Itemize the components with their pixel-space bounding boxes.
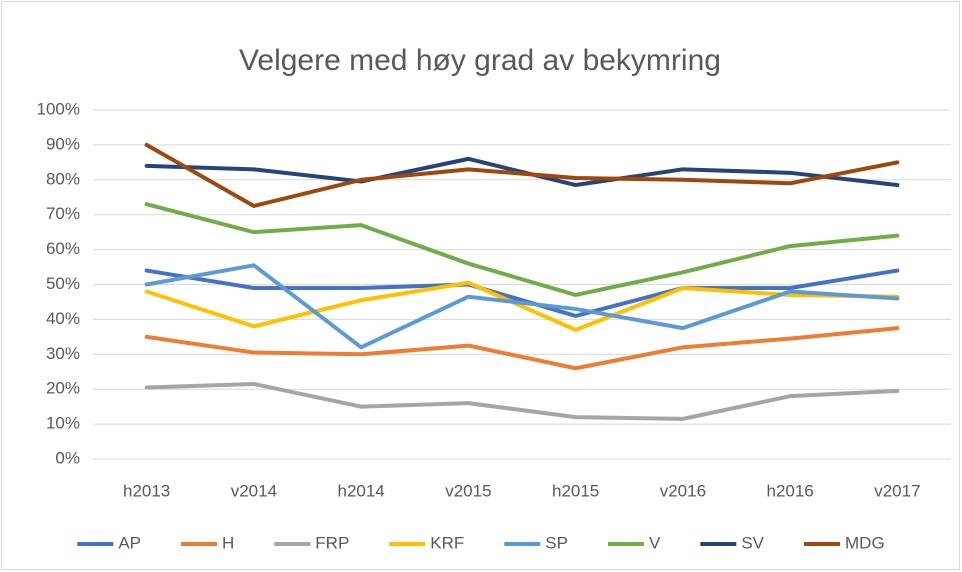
series-line [144, 263, 900, 350]
x-tick-label: v2017 [874, 481, 920, 500]
y-tick-label: 100% [37, 99, 80, 118]
y-tick-label: 10% [46, 414, 80, 433]
x-tick-label: h2014 [337, 481, 384, 500]
x-tick-label: v2016 [660, 481, 706, 500]
series-line [144, 142, 900, 208]
legend-label: MDG [845, 533, 885, 552]
legend-label: KRF [430, 533, 464, 552]
y-tick-label: 30% [46, 344, 80, 363]
legend-label: FRP [315, 533, 349, 552]
legend-label: H [222, 533, 234, 552]
y-tick-label: 0% [55, 448, 80, 467]
y-tick-label: 90% [46, 134, 80, 153]
y-tick-label: 50% [46, 274, 80, 293]
legend-label: SP [545, 533, 568, 552]
series-line [144, 268, 900, 318]
x-tick-label: v2014 [231, 481, 277, 500]
y-tick-label: 40% [46, 309, 80, 328]
series-line [144, 280, 900, 332]
y-tick-label: 70% [46, 204, 80, 223]
y-tick-label: 20% [46, 379, 80, 398]
series-line [144, 326, 900, 371]
legend-label: AP [118, 533, 141, 552]
chart-title: Velgere med høy grad av bekymring [239, 44, 721, 77]
legend-label: SV [741, 533, 764, 552]
legend-label: V [649, 533, 661, 552]
y-tick-label: 80% [46, 169, 80, 188]
x-tick-label: h2016 [766, 481, 813, 500]
x-tick-label: v2015 [445, 481, 491, 500]
series-line [144, 202, 900, 297]
series-line [144, 381, 900, 421]
y-tick-label: 60% [46, 239, 80, 258]
x-tick-label: h2015 [552, 481, 599, 500]
x-tick-label: h2013 [123, 481, 170, 500]
